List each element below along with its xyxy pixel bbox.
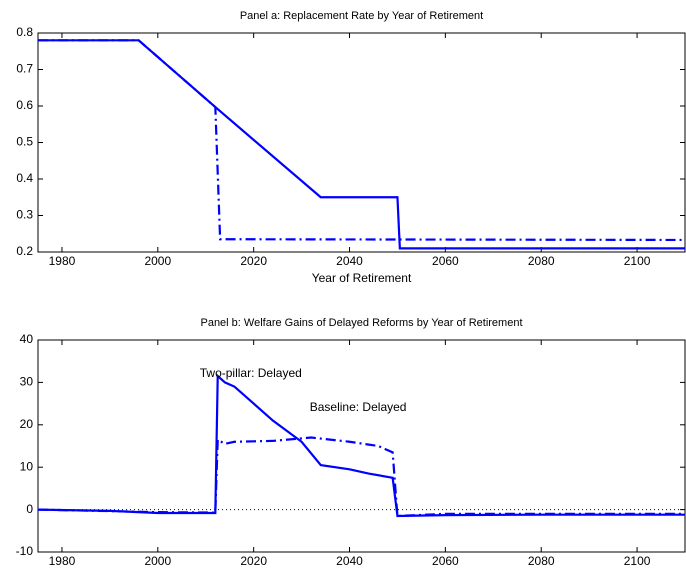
y-tick-label: 0.4 [16,171,33,185]
y-tick-label: 0.7 [16,62,33,76]
annotation: Baseline: Delayed [310,400,407,414]
plot-frame [37,32,686,253]
y-tick-label: 0.8 [16,25,33,39]
x-tick-label: 2080 [528,554,555,568]
x-tick-label: 2040 [336,554,363,568]
chart-title: Panel a: Replacement Rate by Year of Ret… [240,10,483,22]
y-tick-label: 40 [20,332,34,346]
y-tick-label: 0.2 [16,244,33,258]
x-tick-label: 2000 [144,554,171,568]
x-tick-label: 1980 [49,254,76,268]
y-tick-label: 0.5 [16,135,33,149]
series-line [38,39,686,242]
y-tick-label: 10 [20,459,34,473]
y-tick-label: -10 [16,544,34,558]
x-tick-label: 2020 [240,554,267,568]
series-line [38,39,685,250]
x-tick-label: 2060 [432,254,459,268]
x-tick-label: 2100 [624,554,651,568]
y-tick-label: 20 [20,417,34,431]
y-tick-label: 0.3 [16,208,33,222]
x-tick-label: 2040 [336,254,363,268]
x-tick-label: 2100 [624,254,651,268]
x-tick-label: 2080 [528,254,555,268]
y-tick-label: 0 [26,502,33,516]
y-tick-label: 30 [20,375,34,389]
series-line [37,373,685,518]
x-tick-label: 1980 [49,554,76,568]
x-tick-label: 2020 [240,254,267,268]
x-tick-label: 2000 [144,254,171,268]
y-tick-label: 0.6 [16,98,33,112]
plot-frame [37,339,686,553]
x-tick-label: 2060 [432,554,459,568]
annotation: Two-pillar: Delayed [200,366,302,380]
x-axis-label: Year of Retirement [312,271,412,285]
series-line [37,436,685,518]
chart-title: Panel b: Welfare Gains of Delayed Reform… [200,317,522,329]
